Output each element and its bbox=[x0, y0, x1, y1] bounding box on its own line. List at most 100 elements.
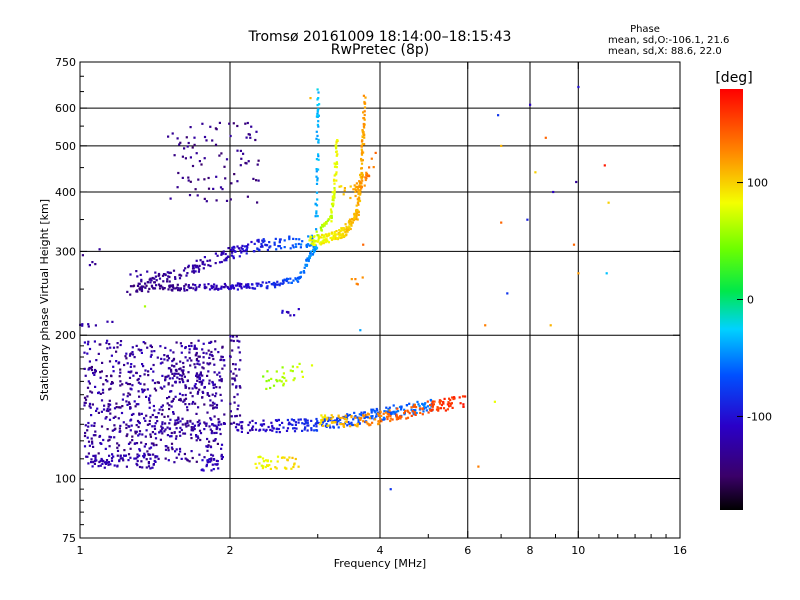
data-point bbox=[355, 182, 358, 185]
data-point bbox=[159, 386, 162, 389]
data-point bbox=[414, 409, 417, 412]
data-point bbox=[152, 287, 155, 290]
data-point bbox=[275, 467, 278, 470]
data-point bbox=[217, 288, 220, 291]
data-point bbox=[107, 461, 111, 464]
data-point bbox=[145, 466, 148, 469]
data-point bbox=[145, 414, 148, 417]
data-point bbox=[214, 424, 217, 427]
data-point bbox=[225, 199, 229, 202]
data-point bbox=[119, 340, 123, 343]
data-point bbox=[345, 233, 348, 236]
data-point bbox=[259, 285, 262, 288]
data-point bbox=[129, 285, 133, 288]
data-point bbox=[125, 423, 128, 426]
data-point bbox=[130, 363, 133, 366]
data-point bbox=[271, 429, 274, 432]
data-point bbox=[239, 149, 242, 152]
data-point bbox=[137, 381, 140, 384]
grid-lines bbox=[80, 62, 680, 538]
data-point bbox=[311, 252, 315, 255]
data-point bbox=[178, 143, 181, 146]
data-point bbox=[195, 373, 198, 376]
data-point bbox=[177, 421, 180, 424]
data-point bbox=[161, 274, 165, 277]
data-point bbox=[352, 219, 356, 222]
data-point bbox=[157, 381, 160, 384]
data-point bbox=[197, 406, 200, 409]
data-point bbox=[210, 418, 213, 421]
data-point bbox=[429, 398, 432, 402]
data-point bbox=[125, 426, 128, 430]
data-point bbox=[104, 417, 107, 420]
data-point bbox=[313, 251, 316, 254]
data-point bbox=[87, 368, 90, 371]
data-point bbox=[129, 365, 132, 368]
data-point bbox=[269, 386, 272, 390]
data-point bbox=[249, 136, 252, 139]
data-point bbox=[179, 450, 182, 453]
data-point bbox=[181, 423, 184, 426]
data-point bbox=[172, 412, 175, 415]
data-point bbox=[178, 392, 182, 395]
data-point bbox=[301, 375, 304, 378]
data-point bbox=[109, 403, 112, 406]
data-point bbox=[108, 360, 112, 363]
data-point bbox=[173, 461, 176, 464]
data-point bbox=[153, 427, 157, 430]
data-point bbox=[115, 402, 118, 405]
data-point bbox=[143, 305, 147, 308]
data-point bbox=[139, 375, 142, 378]
data-point bbox=[93, 340, 96, 343]
data-point bbox=[389, 411, 392, 414]
data-point bbox=[213, 371, 216, 374]
data-point bbox=[147, 374, 150, 377]
data-point bbox=[363, 143, 366, 146]
data-point bbox=[131, 435, 134, 438]
data-point bbox=[378, 422, 381, 425]
data-point bbox=[118, 427, 121, 430]
data-point bbox=[246, 195, 249, 198]
data-point bbox=[106, 320, 109, 323]
data-point bbox=[143, 373, 146, 376]
data-point bbox=[205, 445, 208, 448]
data-point bbox=[335, 179, 338, 182]
data-point bbox=[102, 408, 106, 411]
data-point bbox=[314, 202, 317, 205]
data-point bbox=[421, 413, 424, 416]
data-point bbox=[158, 431, 161, 434]
data-point bbox=[198, 283, 201, 287]
y-tick-label: 100 bbox=[55, 473, 76, 486]
data-point bbox=[162, 288, 165, 291]
data-point bbox=[130, 370, 133, 373]
data-point bbox=[358, 413, 361, 416]
data-point bbox=[191, 164, 195, 168]
data-point bbox=[175, 362, 178, 365]
data-point bbox=[297, 242, 300, 246]
data-point bbox=[493, 400, 496, 403]
data-point bbox=[87, 421, 90, 425]
data-point bbox=[188, 348, 191, 351]
data-point bbox=[191, 146, 194, 149]
data-point bbox=[237, 423, 240, 426]
data-point bbox=[325, 238, 328, 241]
data-point bbox=[212, 285, 215, 288]
data-point bbox=[395, 415, 399, 418]
data-point bbox=[317, 97, 320, 100]
data-point bbox=[303, 428, 306, 431]
data-point bbox=[267, 379, 270, 382]
data-point bbox=[179, 367, 182, 370]
data-point bbox=[203, 263, 206, 266]
data-point bbox=[131, 351, 134, 354]
data-point bbox=[363, 184, 366, 187]
data-point bbox=[243, 245, 246, 248]
data-point bbox=[133, 400, 136, 403]
data-point bbox=[316, 198, 319, 201]
data-point bbox=[424, 406, 428, 409]
data-point bbox=[125, 357, 128, 360]
data-point bbox=[100, 410, 103, 413]
data-point bbox=[296, 366, 299, 369]
data-point bbox=[145, 429, 148, 432]
data-point bbox=[422, 410, 425, 413]
data-point bbox=[128, 354, 132, 357]
